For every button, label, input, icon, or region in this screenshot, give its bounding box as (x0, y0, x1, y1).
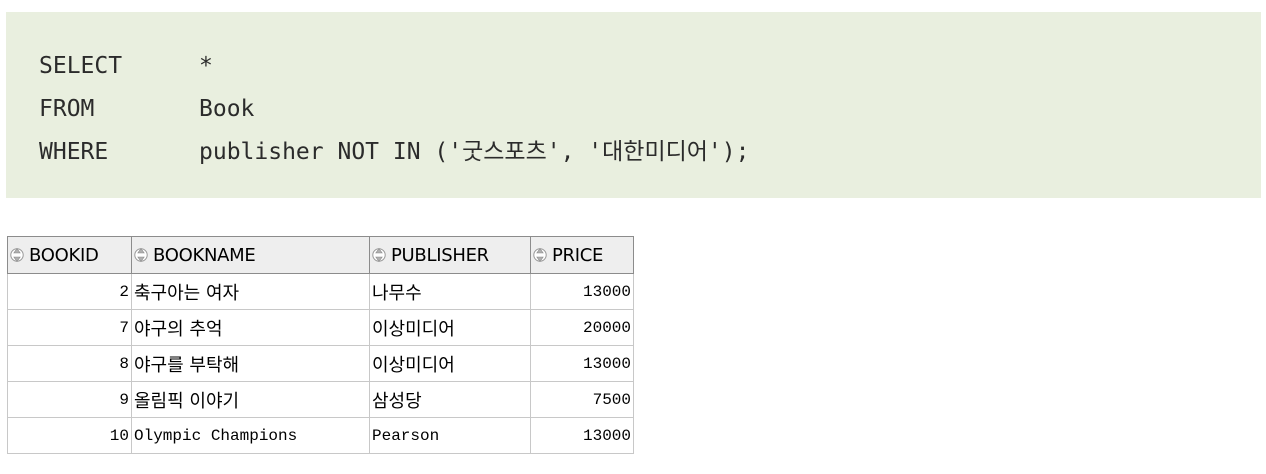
cell-bookname[interactable]: 야구를 부탁해 (131, 345, 370, 382)
table-row[interactable]: 8 야구를 부탁해 이상미디어 13000 (7, 345, 634, 382)
column-header-label: BOOKNAME (153, 244, 256, 266)
table-row[interactable]: 10 Olympic Champions Pearson 13000 (7, 417, 634, 454)
cell-publisher[interactable]: 이상미디어 (369, 345, 531, 382)
cell-bookid[interactable]: 2 (7, 273, 132, 310)
sql-expression: Book (199, 96, 255, 122)
query-result-grid: BOOKID BOOKNAME PUBLISHER PRICE 2 축구아는 여… (7, 236, 634, 454)
table-row[interactable]: 7 야구의 추억 이상미디어 20000 (7, 309, 634, 346)
cell-price[interactable]: 7500 (530, 381, 634, 418)
column-header-price[interactable]: PRICE (530, 236, 634, 274)
cell-bookid[interactable]: 10 (7, 417, 132, 454)
column-header-publisher[interactable]: PUBLISHER (369, 236, 531, 274)
cell-bookname[interactable]: 올림픽 이야기 (131, 381, 370, 418)
cell-price[interactable]: 13000 (530, 345, 634, 382)
cell-bookid[interactable]: 7 (7, 309, 132, 346)
cell-bookname[interactable]: Olympic Champions (131, 417, 370, 454)
cell-publisher[interactable]: Pearson (369, 417, 531, 454)
column-header-label: PRICE (552, 244, 604, 266)
cell-bookname[interactable]: 축구아는 여자 (131, 273, 370, 310)
query-line-from: FROM Book (39, 88, 1261, 131)
cell-bookname[interactable]: 야구의 추억 (131, 309, 370, 346)
sql-expression: publisher NOT IN ('굿스포츠', '대한미디어'); (199, 139, 750, 165)
sql-expression: * (199, 53, 213, 79)
cell-publisher[interactable]: 나무수 (369, 273, 531, 310)
cell-publisher[interactable]: 삼성당 (369, 381, 531, 418)
column-header-label: BOOKID (29, 244, 99, 266)
query-line-select: SELECT * (39, 45, 1261, 88)
cell-bookid[interactable]: 9 (7, 381, 132, 418)
sql-keyword: FROM (39, 96, 95, 122)
cell-price[interactable]: 13000 (530, 273, 634, 310)
table-row[interactable]: 9 올림픽 이야기 삼성당 7500 (7, 381, 634, 418)
sort-arrows-icon (134, 247, 148, 262)
sql-keyword: WHERE (39, 139, 109, 165)
sort-arrows-icon (372, 247, 386, 262)
result-header-row: BOOKID BOOKNAME PUBLISHER PRICE (7, 236, 634, 274)
cell-bookid[interactable]: 8 (7, 345, 132, 382)
query-line-where: WHERE publisher NOT IN ('굿스포츠', '대한미디어'); (39, 131, 1261, 174)
sql-keyword: SELECT (39, 53, 123, 79)
column-header-label: PUBLISHER (391, 244, 489, 266)
cell-publisher[interactable]: 이상미디어 (369, 309, 531, 346)
table-row[interactable]: 2 축구아는 여자 나무수 13000 (7, 273, 634, 310)
sort-arrows-icon (533, 247, 547, 262)
sql-query-panel: SELECT * FROM Book WHERE publisher NOT IN (… (6, 12, 1261, 198)
sort-arrows-icon (10, 247, 24, 262)
column-header-bookid[interactable]: BOOKID (7, 236, 132, 274)
cell-price[interactable]: 13000 (530, 417, 634, 454)
cell-price[interactable]: 20000 (530, 309, 634, 346)
column-header-bookname[interactable]: BOOKNAME (131, 236, 370, 274)
